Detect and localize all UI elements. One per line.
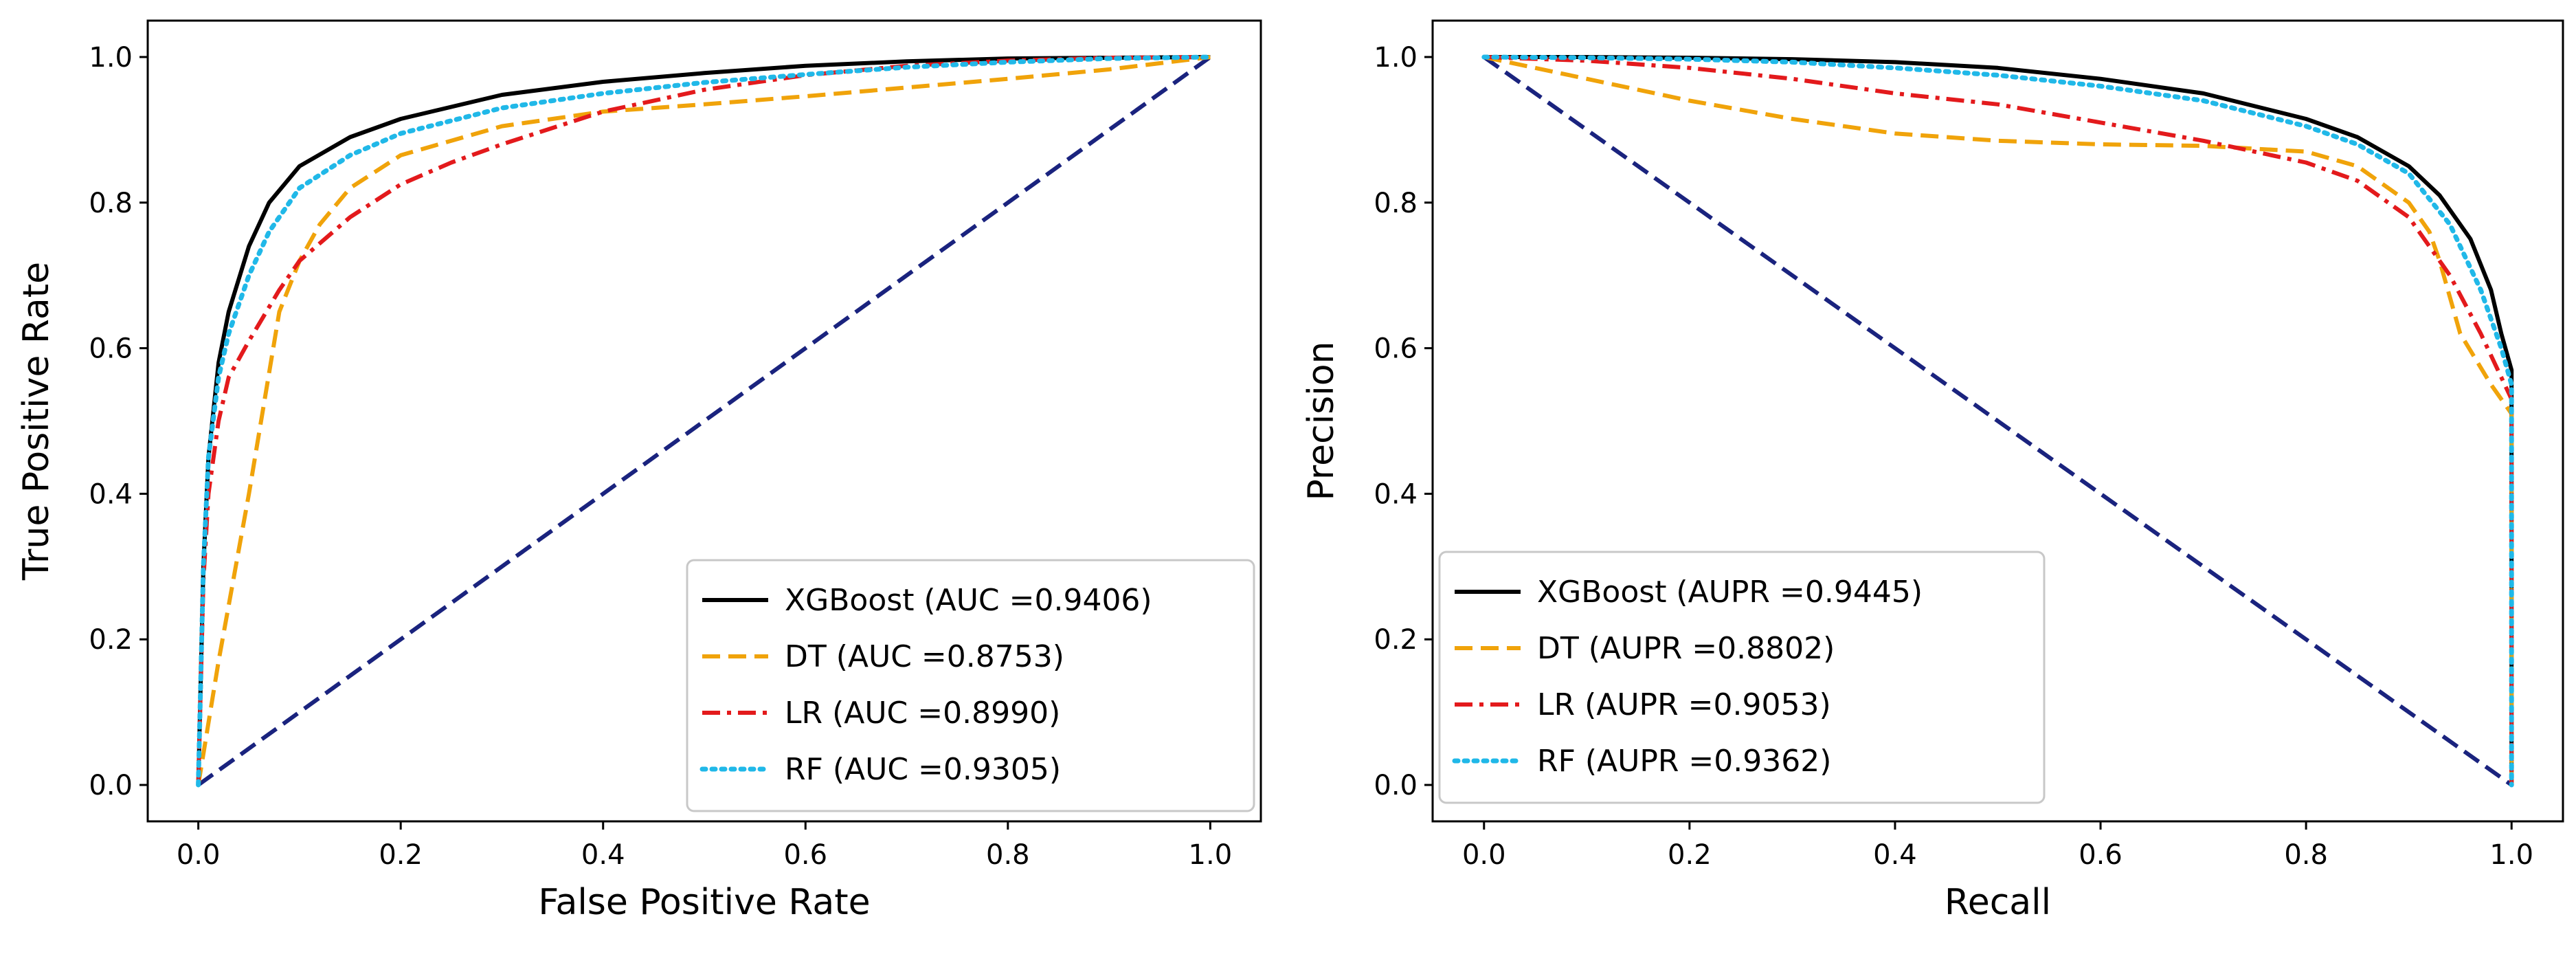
plot-frame bbox=[146, 19, 1262, 823]
legend-label-dt: DT (AUC =0.8753) bbox=[785, 639, 1064, 674]
legend-label-lr: LR (AUPR =0.9053) bbox=[1537, 687, 1831, 722]
series-line-baseline bbox=[1483, 55, 2513, 787]
legend-label-dt: DT (AUPR =0.8802) bbox=[1537, 631, 1835, 666]
y-axis-label: Precision bbox=[1301, 341, 1342, 500]
series-line-xgboost bbox=[1483, 55, 2514, 785]
legend: XGBoost (AUPR =0.9445) DT (AUPR =0.8802) L… bbox=[1438, 551, 2046, 804]
y-tick-label: 0.8 bbox=[89, 188, 133, 219]
legend-label-rf: RF (AUPR =0.9362) bbox=[1537, 744, 1831, 779]
roc-chart: 0.0 0.2 0.4 0.6 0.8 1.0 0.0 0.2 0.4 0.6 0.8 1.0 Fals… bbox=[16, 19, 1262, 923]
legend-label-xgboost: XGBoost (AUC =0.9406) bbox=[785, 583, 1152, 618]
y-axis-label: True Positive Rate bbox=[16, 262, 57, 581]
x-tick-label: 0.2 bbox=[379, 839, 423, 871]
x-tick-label: 0.8 bbox=[2284, 839, 2328, 871]
pr-chart: 0.0 0.2 0.4 0.6 0.8 1.0 0.0 0.2 0.4 0.6 0.8 1.0 Reca… bbox=[1301, 19, 2564, 923]
x-tick-label: 0.4 bbox=[581, 839, 625, 871]
y-tick-label: 0.6 bbox=[1374, 333, 1418, 365]
y-tick-label: 0.2 bbox=[1374, 624, 1418, 656]
series-line-rf bbox=[1481, 54, 2514, 788]
legend: XGBoost (AUC =0.9406) DT (AUC =0.8753) LR … bbox=[686, 559, 1255, 812]
x-tick-label: 0.0 bbox=[177, 839, 221, 871]
x-axis-label: Recall bbox=[1945, 882, 2051, 923]
y-tick-label: 1.0 bbox=[1374, 42, 1418, 74]
legend-label-xgboost: XGBoost (AUPR =0.9445) bbox=[1537, 575, 1923, 610]
x-tick-label: 0.4 bbox=[1873, 839, 1917, 871]
y-tick-label: 0.6 bbox=[89, 333, 133, 365]
x-tick-label: 0.0 bbox=[1462, 839, 1506, 871]
y-tick-label: 0.0 bbox=[1374, 770, 1418, 801]
y-tick-label: 0.2 bbox=[89, 624, 133, 656]
x-tick-label: 1.0 bbox=[2489, 839, 2533, 871]
x-tick-label: 0.8 bbox=[986, 839, 1030, 871]
y-tick-label: 0.4 bbox=[1374, 478, 1418, 510]
y-tick-label: 0.4 bbox=[89, 478, 133, 510]
x-tick-label: 0.6 bbox=[783, 839, 827, 871]
y-tick-label: 0.8 bbox=[1374, 188, 1418, 219]
legend-label-rf: RF (AUC =0.9305) bbox=[785, 752, 1061, 787]
x-tick-label: 1.0 bbox=[1189, 839, 1233, 871]
x-tick-label: 0.6 bbox=[2079, 839, 2123, 871]
series-line-dt bbox=[196, 55, 1211, 786]
legend-label-lr: LR (AUC =0.8990) bbox=[785, 696, 1060, 731]
y-tick-label: 0.0 bbox=[89, 770, 133, 801]
x-tick-label: 0.2 bbox=[1668, 839, 1712, 871]
series-line-dt bbox=[1483, 55, 2514, 785]
y-tick-label: 1.0 bbox=[89, 42, 133, 74]
series-line-rf bbox=[196, 54, 1213, 788]
x-axis-label: False Positive Rate bbox=[538, 882, 870, 923]
series-line-lr bbox=[1483, 55, 2514, 785]
plot-frame bbox=[1431, 19, 2564, 823]
